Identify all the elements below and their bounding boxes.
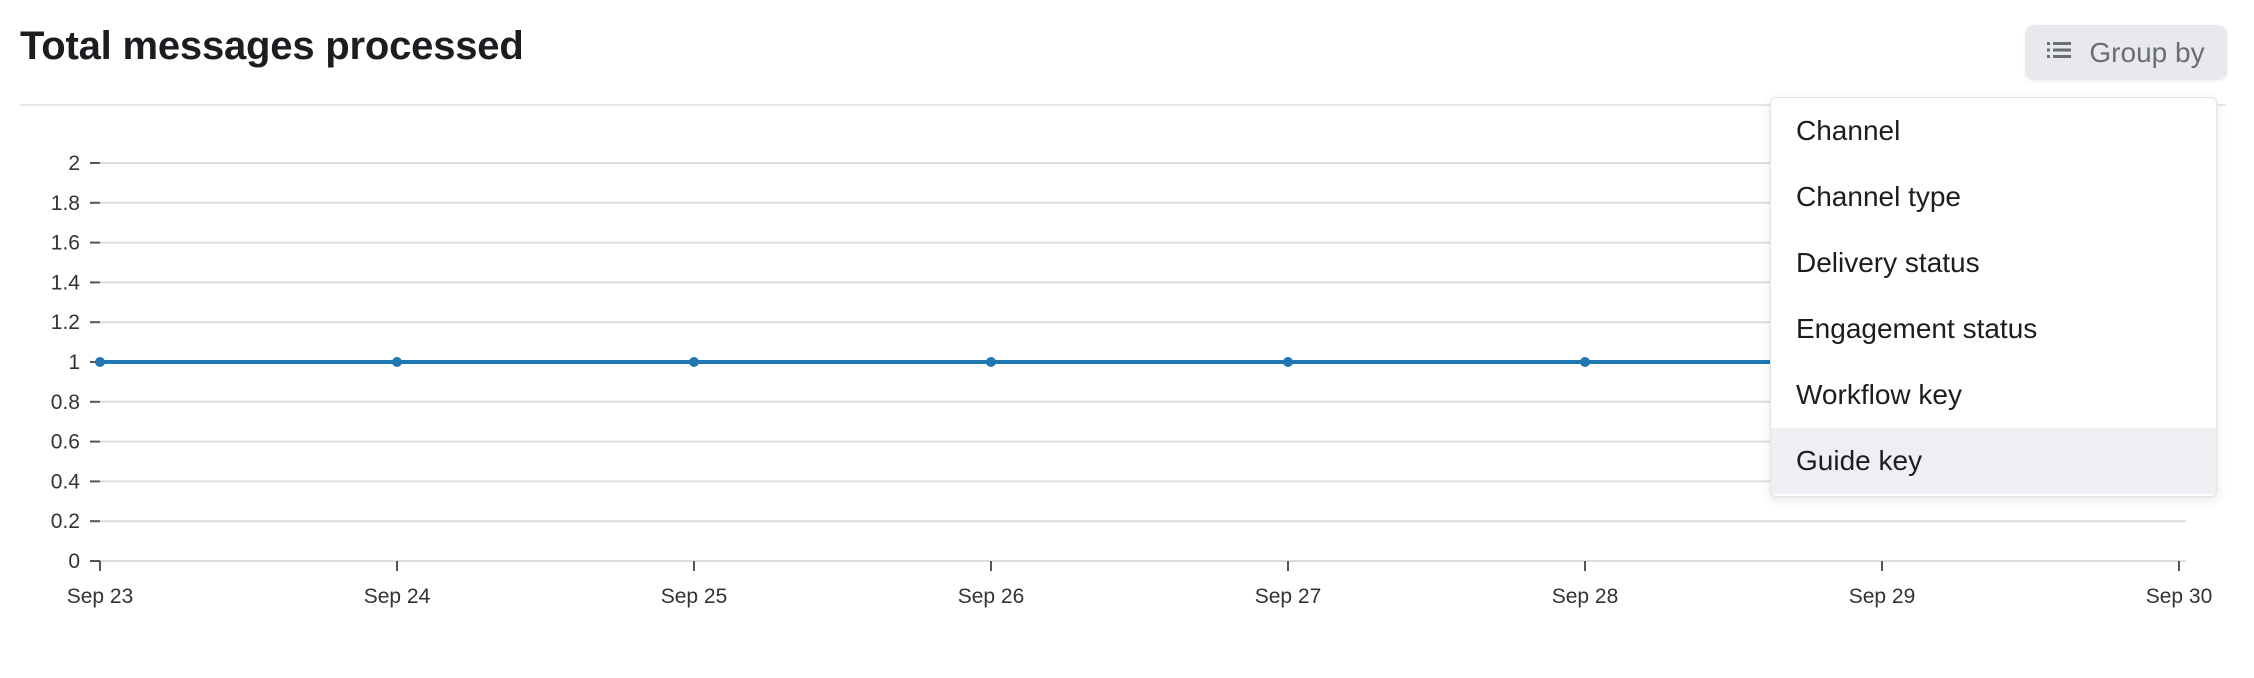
x-tick-label: Sep 29	[1849, 585, 1916, 608]
y-tick-label: 1	[68, 351, 80, 374]
list-icon	[2047, 41, 2072, 64]
header-divider	[20, 104, 2226, 106]
data-point	[986, 357, 996, 367]
menu-item-guide-key[interactable]: Guide key	[1771, 428, 2216, 494]
menu-item-channel-type[interactable]: Channel type	[1796, 181, 1962, 212]
data-point	[95, 357, 105, 367]
group-by-button[interactable]: Group by	[2025, 25, 2227, 80]
group-by-menu: Channel Channel type Delivery status Eng…	[1770, 97, 2217, 497]
menu-item-engagement-status[interactable]: Engagement status	[1796, 313, 2038, 344]
data-point	[1580, 357, 1590, 367]
data-point	[1283, 357, 1293, 367]
x-tick-label: Sep 26	[958, 585, 1025, 608]
x-tick-label: Sep 28	[1552, 585, 1619, 608]
y-tick-label: 1.2	[51, 311, 80, 334]
x-tick-label: Sep 24	[364, 585, 431, 608]
y-tick-label: 1.8	[51, 192, 80, 215]
y-tick-label: 0	[68, 550, 80, 573]
menu-item-workflow-key[interactable]: Workflow key	[1796, 379, 1962, 410]
y-tick-label: 2	[68, 152, 80, 175]
data-point	[689, 357, 699, 367]
x-tick-label: Sep 25	[661, 585, 728, 608]
y-tick-label: 1.6	[51, 232, 80, 255]
y-tick-label: 1.4	[51, 271, 81, 294]
x-tick-label: Sep 30	[2146, 585, 2213, 608]
y-tick-label: 0.8	[51, 391, 80, 414]
x-tick-label: Sep 27	[1255, 585, 1322, 608]
group-by-label: Group by	[2089, 36, 2205, 68]
x-tick-label: Sep 23	[67, 585, 134, 608]
chart-title: Total messages processed	[20, 24, 524, 68]
y-tick-label: 0.4	[51, 470, 81, 493]
y-tick-label: 0.2	[51, 510, 80, 533]
y-tick-label: 0.6	[51, 431, 80, 454]
menu-item-channel[interactable]: Channel	[1796, 115, 1901, 146]
menu-item-delivery-status[interactable]: Delivery status	[1796, 247, 1980, 278]
data-point	[392, 357, 402, 367]
